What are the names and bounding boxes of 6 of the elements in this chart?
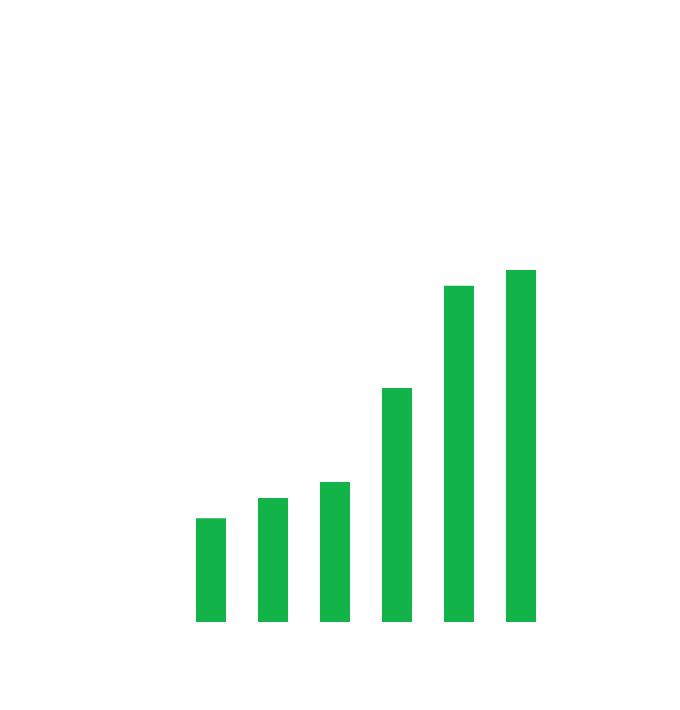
- bar: [381, 387, 413, 622]
- bar: [319, 481, 351, 622]
- bar: [443, 285, 475, 622]
- bar: [195, 518, 227, 622]
- bar: [505, 270, 537, 622]
- bar: [257, 498, 289, 622]
